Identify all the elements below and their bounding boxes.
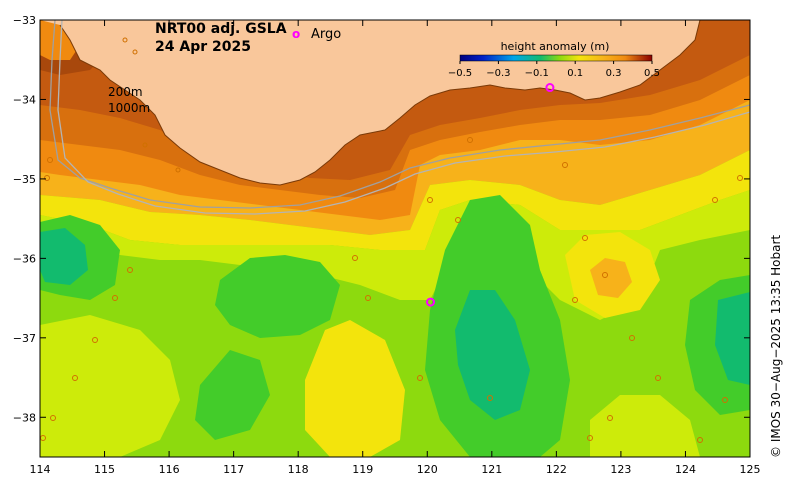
obs-marker: [72, 375, 78, 381]
green-lobe-central: [215, 255, 340, 338]
lat-tick-label: −38: [13, 411, 36, 424]
obs-marker: [417, 375, 423, 381]
longitude-axis: 114 115 116 117 118 119 120 121 122 123 124 125: [30, 20, 761, 476]
obs-marker: [44, 175, 50, 181]
colorbar-tick-label: 0.3: [606, 68, 622, 79]
yellow-patch-centre: [305, 320, 405, 457]
argo-float-marker: [545, 83, 555, 93]
copyright-credit: © IMOS 30−Aug−2025 13:35 Hobart: [769, 235, 783, 458]
argo-float-marker: [426, 297, 435, 307]
observation-markers: [40, 37, 743, 443]
lat-tick-label: −36: [13, 252, 36, 265]
obs-marker: [712, 197, 718, 203]
plot-frame: [39, 19, 751, 458]
obs-marker: [587, 435, 593, 441]
obs-marker: [455, 217, 461, 223]
lon-tick-label: 124: [675, 463, 696, 476]
warm-eddy-inner: [590, 258, 632, 298]
colorbar-tick-label: −0.5: [448, 68, 472, 79]
warm-band-yellow: [40, 150, 750, 250]
obs-marker: [737, 175, 743, 181]
lon-tick-label: 119: [352, 463, 373, 476]
lon-tick-label: 121: [481, 463, 502, 476]
obs-marker: [562, 162, 568, 168]
obs-marker: [122, 37, 128, 43]
lon-tick-label: 123: [610, 463, 631, 476]
obs-marker: [142, 142, 148, 148]
lon-tick-label: 115: [94, 463, 115, 476]
yellow-patch-south-east: [590, 395, 700, 457]
argo-legend-label: Argo: [311, 27, 341, 42]
obs-marker: [582, 235, 588, 241]
lon-tick-label: 117: [223, 463, 244, 476]
map-field: [40, 20, 750, 457]
isobath-200m: [49, 20, 750, 209]
obs-marker: [697, 437, 703, 443]
lat-tick-label: −33: [13, 14, 36, 27]
obs-marker: [132, 49, 138, 55]
isobath-1000m: [57, 20, 750, 215]
colorbar-gradient: [459, 54, 653, 62]
obs-marker: [572, 297, 578, 303]
obs-marker: [47, 157, 53, 163]
colorbar-tick-label: 0.5: [644, 68, 660, 79]
yellow-patch-south-west: [40, 315, 180, 457]
teal-lobe-east: [715, 292, 750, 385]
colorbar-tick-label: −0.1: [525, 68, 549, 79]
obs-marker: [602, 272, 608, 278]
obs-marker: [427, 197, 433, 203]
lon-tick-label: 116: [159, 463, 180, 476]
obs-marker: [352, 255, 358, 261]
obs-marker: [722, 397, 728, 403]
teal-lobe-main: [455, 290, 530, 420]
lon-tick-label: 122: [546, 463, 567, 476]
green-lobe-south-central: [195, 350, 270, 440]
lat-tick-label: −37: [13, 332, 36, 345]
obs-marker: [50, 415, 56, 421]
obs-marker: [127, 267, 133, 273]
obs-marker: [655, 375, 661, 381]
obs-marker: [629, 335, 635, 341]
lon-tick-label: 120: [417, 463, 438, 476]
lat-tick-label: −35: [13, 173, 36, 186]
colorbar: height anomaly (m) −0.5 −0.3 −0.1 0.1 0.3 0.5: [448, 40, 660, 79]
colorbar-tick-label: −0.3: [486, 68, 510, 79]
lon-tick-label: 114: [30, 463, 51, 476]
obs-marker: [175, 167, 181, 173]
depth-label-1000m: 1000m: [108, 101, 150, 115]
map-date: 24 Apr 2025: [155, 39, 251, 55]
latitude-axis: −33 −34 −35 −36 −37 −38: [13, 14, 750, 424]
obs-marker: [112, 295, 118, 301]
argo-legend-symbol: o: [292, 27, 300, 41]
obs-marker: [487, 395, 493, 401]
argo-floats: [426, 83, 555, 307]
obs-marker: [467, 137, 473, 143]
obs-marker: [607, 415, 613, 421]
colorbar-tick-label: 0.1: [567, 68, 583, 79]
map-title: NRT00 adj. GSLA: [155, 21, 287, 37]
coastline: [59, 20, 701, 186]
teal-lobe-west: [40, 228, 88, 285]
obs-marker: [92, 337, 98, 343]
obs-marker: [365, 295, 371, 301]
depth-label-200m: 200m: [108, 85, 143, 99]
colorbar-ticks: −0.5 −0.3 −0.1 0.1 0.3 0.5: [448, 61, 660, 79]
lon-tick-label: 118: [288, 463, 309, 476]
lon-tick-label: 125: [740, 463, 761, 476]
lat-tick-label: −34: [13, 93, 36, 106]
colorbar-title: height anomaly (m): [501, 40, 610, 53]
